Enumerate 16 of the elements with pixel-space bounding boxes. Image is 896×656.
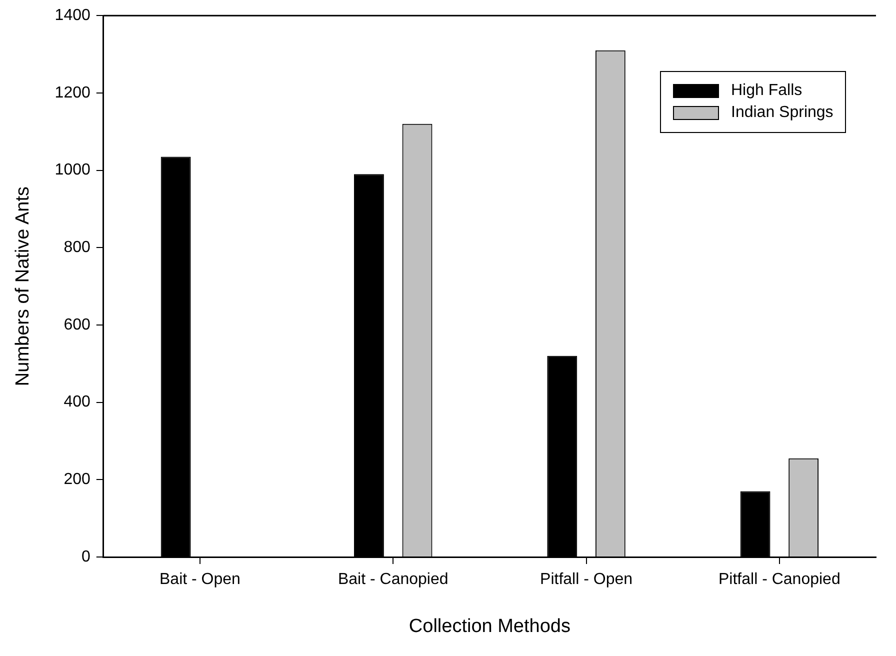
y-tick-label: 800 bbox=[64, 239, 90, 256]
y-axis-title: Numbers of Native Ants bbox=[12, 186, 34, 386]
legend-label: Indian Springs bbox=[731, 104, 834, 122]
y-tick-label: 1400 bbox=[54, 7, 90, 24]
x-tick-label: Pitfall - Canopied bbox=[718, 571, 840, 588]
y-tick-label: 1000 bbox=[54, 162, 90, 179]
y-tick-label: 200 bbox=[64, 471, 90, 488]
x-axis-title: Collection Methods bbox=[408, 616, 570, 637]
x-tick-label: Bait - Open bbox=[160, 571, 240, 588]
y-tick-label: 1200 bbox=[54, 84, 90, 102]
y-tick-label: 600 bbox=[64, 316, 90, 334]
y-tick-label: 400 bbox=[64, 394, 90, 411]
legend-label: High Falls bbox=[731, 82, 802, 100]
x-tick-label: Bait - Canopied bbox=[338, 571, 448, 588]
y-tick-label: 0 bbox=[81, 548, 90, 566]
x-tick-label: Pitfall - Open bbox=[540, 571, 633, 588]
